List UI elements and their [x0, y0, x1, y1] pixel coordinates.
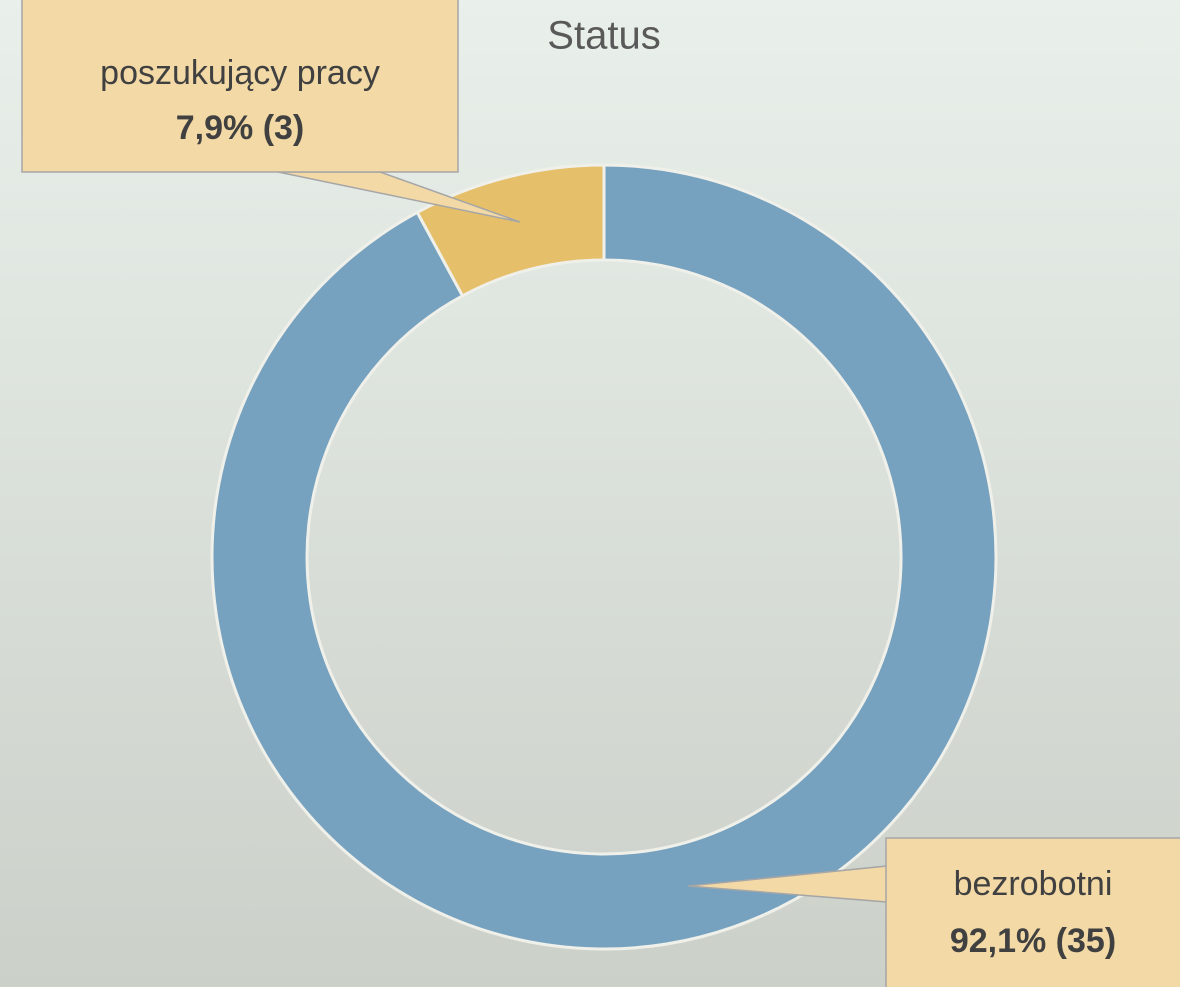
- donut-slice: [415, 163, 606, 298]
- slices: [210, 163, 998, 951]
- value-label: 7,9% (3): [176, 109, 305, 147]
- category-label: bezrobotni: [954, 865, 1113, 903]
- callout-box: [885, 837, 1180, 987]
- donut-slice: [210, 163, 998, 951]
- callout-box: [21, 0, 459, 173]
- chart-title: Status: [547, 14, 660, 58]
- category-label: poszukujący pracy: [100, 54, 380, 92]
- value-label: 92,1% (35): [950, 922, 1116, 960]
